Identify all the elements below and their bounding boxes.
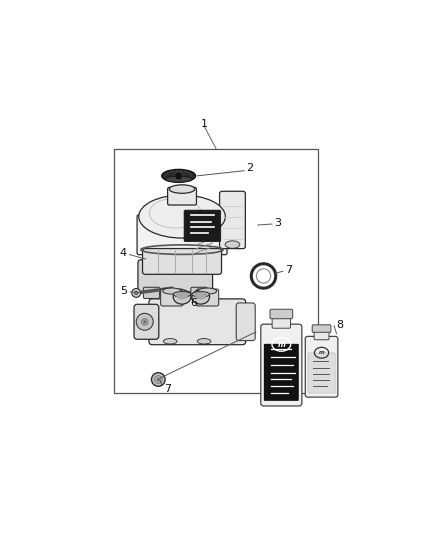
- Ellipse shape: [192, 290, 209, 304]
- Bar: [114, 149, 318, 393]
- FancyBboxPatch shape: [184, 210, 221, 241]
- Text: 2: 2: [247, 163, 254, 173]
- Ellipse shape: [198, 288, 217, 294]
- FancyBboxPatch shape: [272, 316, 290, 328]
- FancyBboxPatch shape: [191, 287, 207, 298]
- Text: 3: 3: [274, 217, 281, 228]
- Circle shape: [134, 291, 138, 295]
- Text: 4: 4: [120, 248, 127, 258]
- Circle shape: [144, 321, 146, 323]
- Text: 5: 5: [120, 286, 127, 296]
- Text: 7: 7: [164, 384, 171, 394]
- FancyBboxPatch shape: [138, 260, 212, 292]
- Circle shape: [136, 313, 153, 330]
- FancyBboxPatch shape: [219, 191, 245, 248]
- FancyBboxPatch shape: [261, 324, 302, 406]
- FancyBboxPatch shape: [264, 344, 299, 401]
- Ellipse shape: [195, 292, 206, 299]
- Ellipse shape: [162, 288, 181, 294]
- Ellipse shape: [192, 292, 209, 297]
- FancyBboxPatch shape: [143, 287, 159, 298]
- Text: m: m: [319, 350, 325, 356]
- Text: 7: 7: [285, 265, 292, 275]
- Circle shape: [156, 378, 160, 381]
- Ellipse shape: [177, 292, 187, 299]
- FancyBboxPatch shape: [149, 299, 246, 345]
- FancyBboxPatch shape: [314, 330, 329, 340]
- Ellipse shape: [162, 169, 196, 182]
- Ellipse shape: [173, 290, 191, 304]
- Text: 6: 6: [191, 298, 198, 308]
- Ellipse shape: [170, 185, 195, 193]
- FancyBboxPatch shape: [236, 303, 255, 341]
- Ellipse shape: [139, 195, 225, 238]
- Text: 1: 1: [201, 119, 208, 129]
- Ellipse shape: [165, 176, 192, 182]
- FancyBboxPatch shape: [312, 325, 331, 332]
- Circle shape: [141, 318, 148, 325]
- Ellipse shape: [173, 292, 191, 297]
- Text: m: m: [277, 340, 285, 349]
- FancyBboxPatch shape: [134, 304, 159, 340]
- Ellipse shape: [225, 241, 240, 248]
- FancyBboxPatch shape: [196, 289, 219, 306]
- Circle shape: [175, 172, 183, 180]
- FancyBboxPatch shape: [270, 309, 293, 319]
- Ellipse shape: [197, 338, 211, 344]
- FancyBboxPatch shape: [137, 215, 227, 255]
- Circle shape: [152, 373, 165, 386]
- FancyBboxPatch shape: [305, 336, 338, 397]
- Circle shape: [132, 288, 141, 297]
- Text: 8: 8: [336, 320, 343, 330]
- Ellipse shape: [163, 338, 177, 344]
- FancyBboxPatch shape: [308, 353, 335, 393]
- FancyBboxPatch shape: [161, 289, 183, 306]
- FancyBboxPatch shape: [142, 248, 222, 274]
- Circle shape: [154, 375, 162, 384]
- FancyBboxPatch shape: [168, 188, 197, 205]
